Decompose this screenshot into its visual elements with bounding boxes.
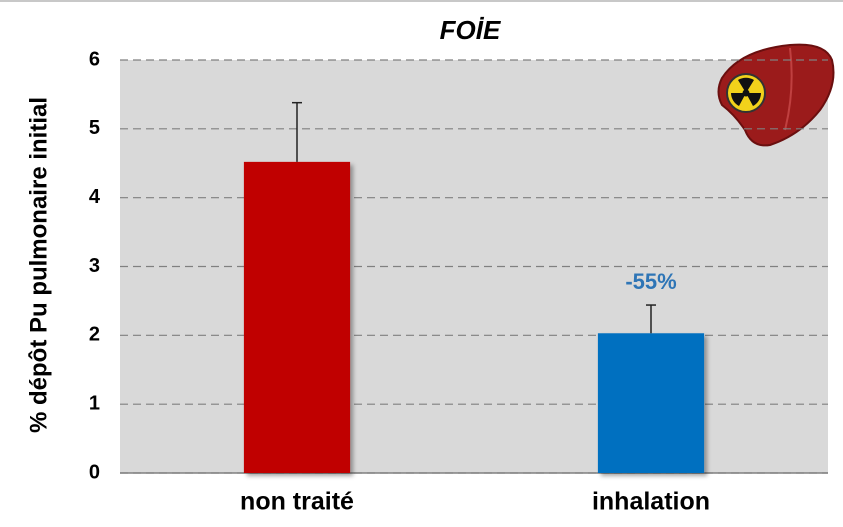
y-tick-label: 2 bbox=[89, 324, 100, 346]
y-axis-label: % dépôt Pu pulmonaire initial bbox=[25, 97, 52, 433]
bar bbox=[597, 333, 705, 473]
y-tick-label: 6 bbox=[89, 48, 100, 70]
y-tick-label: 5 bbox=[89, 117, 100, 139]
x-tick-label: non traité bbox=[240, 488, 354, 516]
chart-title: FOİE bbox=[440, 15, 501, 45]
x-tick-label: inhalation bbox=[592, 488, 710, 516]
y-tick-label: 0 bbox=[89, 461, 100, 483]
liver-icon bbox=[717, 43, 835, 147]
bar bbox=[243, 161, 351, 473]
y-tick-label: 3 bbox=[89, 255, 100, 277]
y-tick-label: 1 bbox=[89, 392, 100, 414]
y-tick-label: 4 bbox=[89, 186, 101, 208]
annotation: -55% bbox=[625, 269, 676, 294]
